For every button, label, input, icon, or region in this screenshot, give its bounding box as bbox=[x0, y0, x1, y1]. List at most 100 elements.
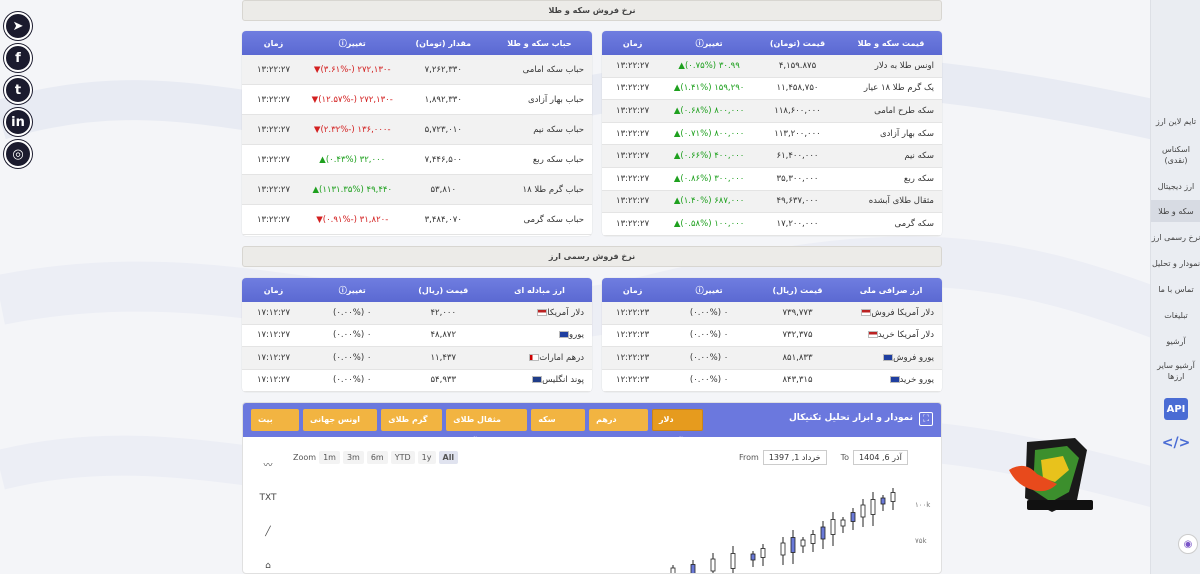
zoom-button[interactable]: 1m bbox=[319, 451, 340, 464]
line-draw-icon[interactable]: ╱ bbox=[265, 527, 271, 537]
table-row[interactable]: حباب سکه نیم ۵,۷۲۳,۰۱۰ -۱۳۶,۰۰۰ (-۲.۳۲%)▼ … bbox=[242, 115, 592, 145]
zoom-button[interactable]: 1y bbox=[417, 451, 436, 464]
twitter-icon[interactable]: t bbox=[4, 76, 32, 104]
item-name: مثقال طلای آبشده bbox=[840, 196, 942, 206]
table-row[interactable]: یک گرم طلا ۱۸ عیار ۱۱,۴۵۸,۷۵۰ ۱۵۹,۲۹۰ (۱.۴… bbox=[602, 78, 942, 101]
sidebar-item[interactable]: تبلیغات bbox=[1164, 310, 1188, 320]
linkedin-icon[interactable]: in bbox=[4, 108, 32, 136]
chart-tab[interactable]: گرم طلای ۱۸ bbox=[381, 409, 443, 446]
chat-icon[interactable]: ◉ bbox=[1178, 534, 1198, 554]
fx-national-table: ارز صرافی ملی قیمت (ریال) تغییرⓘ زمان دلار … bbox=[602, 278, 942, 392]
item-name-text: سکه نیم bbox=[904, 151, 934, 162]
table-row[interactable]: دلار آمریکا ۴۲,۰۰۰ ۰ (۰.۰۰%) ۱۷:۱۲:۲۷ bbox=[242, 302, 592, 325]
zoom-button[interactable]: 3m bbox=[342, 451, 364, 464]
table-row[interactable]: حباب سکه گرمی ۳,۴۸۴,۰۷۰ -۳۱,۸۲۰ (-۰.۹۱%)▼ … bbox=[242, 205, 592, 235]
sidebar-item[interactable]: نمودار و تحلیل bbox=[1151, 258, 1200, 268]
item-name-text: حباب سکه نیم bbox=[533, 124, 584, 135]
item-price: ۵,۷۲۳,۰۱۰ bbox=[424, 124, 462, 135]
table-row[interactable]: حباب سکه امامی ۷,۲۶۲,۳۳۰ -۲۷۲,۱۳۰ (-۳.۶۱%)… bbox=[242, 55, 592, 85]
chart-tab[interactable]: سکه امامی bbox=[531, 409, 586, 446]
item-price: ۷,۴۴۶,۵۰۰ bbox=[424, 154, 462, 165]
item-name: حباب گرم طلا ۱۸ bbox=[487, 185, 592, 195]
sidebar-item[interactable]: اسکناس (نقدی) bbox=[1162, 145, 1190, 165]
item-time: ۱۲:۲۲:۲۳ bbox=[616, 307, 650, 318]
item-name: سکه نیم bbox=[840, 151, 942, 161]
item-time: ۱۲:۲۲:۲۳ bbox=[616, 352, 650, 363]
trend-lines-icon[interactable]: 〰 bbox=[263, 460, 273, 471]
item-change: -۳۱,۸۲۰ (-۰.۹۱%)▼ bbox=[305, 215, 400, 225]
sidebar-item[interactable]: آرشیو bbox=[1166, 336, 1186, 346]
from-input[interactable]: خرداد 1, 1397 bbox=[762, 450, 827, 465]
candle-body bbox=[840, 519, 846, 527]
info-icon[interactable]: ⓘ bbox=[338, 38, 347, 48]
facebook-icon[interactable]: f bbox=[4, 44, 32, 72]
table-row[interactable]: سکه طرح امامی ۱۱۸,۶۰۰,۰۰۰ ۸۰۰,۰۰۰ (۰.۶۸%)▲… bbox=[602, 100, 942, 123]
item-price: ۴۸,۸۷۲ bbox=[430, 330, 457, 341]
code-icon[interactable]: </> bbox=[1161, 435, 1191, 451]
item-price: ۶۱,۴۰۰,۰۰۰ bbox=[776, 151, 819, 162]
chart-tab[interactable]: اونس جهانی طلا bbox=[303, 409, 378, 446]
item-price: ۷,۲۶۲,۳۳۰ bbox=[424, 64, 462, 75]
change-value: ۴۹,۴۴۰ (۱۱۳۱.۳۵%) bbox=[318, 184, 393, 195]
item-price: ۷۳۹,۷۷۳ bbox=[782, 307, 813, 318]
text-annotation-icon[interactable]: TXT bbox=[259, 493, 277, 503]
change-value: ۰ (۰.۰۰%) bbox=[333, 375, 372, 386]
item-time: ۱۳:۲۲:۲۷ bbox=[616, 218, 650, 229]
item-name-text: دلار آمریکا bbox=[547, 307, 584, 318]
item-change: ۰ (۰.۰۰%) bbox=[663, 308, 755, 318]
zoom-label: Zoom bbox=[293, 453, 317, 462]
sidebar-item[interactable]: تماس با ما bbox=[1158, 284, 1194, 294]
table-row[interactable]: درهم امارات ۱۱,۴۳۷ ۰ (۰.۰۰%) ۱۷:۱۲:۲۷ bbox=[242, 347, 592, 370]
info-icon[interactable]: ⓘ bbox=[695, 285, 704, 295]
sidebar-item[interactable]: سکه و طلا bbox=[1151, 200, 1200, 222]
table-row[interactable]: یورو ۴۸,۸۷۲ ۰ (۰.۰۰%) ۱۷:۱۲:۲۷ bbox=[242, 325, 592, 347]
change-header-label: تغییر bbox=[703, 38, 723, 48]
to-input[interactable]: آذر 6, 1404 bbox=[853, 450, 908, 465]
sidebar-item[interactable]: تایم لاین ارز bbox=[1155, 116, 1197, 126]
candle-body bbox=[850, 512, 856, 522]
item-time: ۱۳:۲۲:۲۷ bbox=[616, 128, 650, 139]
sidebar-item[interactable]: ارز دیجیتال bbox=[1157, 181, 1195, 191]
chart-tab[interactable]: دلار آمریکا bbox=[651, 409, 703, 446]
change-value: ۳۲,۰۰۰ (۰.۴۳%) bbox=[325, 154, 386, 165]
info-icon[interactable]: ⓘ bbox=[695, 38, 704, 48]
item-price: ۸۵۱,۸۳۳ bbox=[782, 352, 813, 363]
sidebar-item[interactable]: آرشیو سایر ارزها bbox=[1157, 361, 1195, 381]
sidebar-item[interactable]: نرخ رسمی ارز bbox=[1151, 232, 1200, 242]
table-row[interactable]: سکه بهار آزادی ۱۱۳,۲۰۰,۰۰۰ ۸۰۰,۰۰۰ (۰.۷۱%)… bbox=[602, 123, 942, 146]
instagram-icon[interactable]: ◎ bbox=[4, 140, 32, 168]
item-price: ۷۳۲,۳۷۵ bbox=[782, 330, 813, 341]
table-row[interactable]: دلار آمریکا فروش ۷۳۹,۷۷۳ ۰ (۰.۰۰%) ۱۲:۲۲:۲۳ bbox=[602, 302, 942, 325]
telegram-icon[interactable]: ➤ bbox=[4, 12, 32, 40]
change-value: ۴۰۰,۰۰۰ (۰.۶۶%) bbox=[680, 151, 745, 162]
arrow-down-icon: ▼ bbox=[311, 94, 319, 105]
table-row[interactable]: حباب سکه ربع ۷,۴۴۶,۵۰۰ ۳۲,۰۰۰ (۰.۴۳%)▲ ۱۳:… bbox=[242, 145, 592, 175]
item-price: ۴۲,۰۰۰ bbox=[430, 307, 457, 318]
table-row[interactable]: اونس طلا به دلار ۴,۱۵۹.۸۷۵ ۳۰.۹۹ (۰.۷۵%)▲ … bbox=[602, 55, 942, 78]
table-row[interactable]: یورو خرید ۸۴۳,۳۱۵ ۰ (۰.۰۰%) ۱۲:۲۲:۲۳ bbox=[602, 370, 942, 392]
table-row[interactable]: حباب گرم طلا ۱۸ ۵۳,۸۱۰ ۴۹,۴۴۰ (۱۱۳۱.۳۵%)▲ … bbox=[242, 175, 592, 205]
table-row[interactable]: مثقال طلای آبشده ۴۹,۶۳۷,۰۰۰ ۶۸۷,۰۰۰ (۱.۴۰%… bbox=[602, 190, 942, 214]
chart-tab[interactable]: درهم امارات bbox=[589, 409, 648, 446]
zoom-button[interactable]: All bbox=[438, 451, 459, 464]
table-row[interactable]: سکه گرمی ۱۷,۲۰۰,۰۰۰ ۱۰۰,۰۰۰ (۰.۵۸%)▲ ۱۳:۲۲… bbox=[602, 213, 942, 236]
table-row[interactable]: حباب بهار آزادی ۱,۸۹۲,۳۳۰ -۲۷۲,۱۳۰ (-۱۲.۵۷… bbox=[242, 85, 592, 115]
item-change: ۴۹,۴۴۰ (۱۱۳۱.۳۵%)▲ bbox=[305, 185, 400, 195]
item-name-text: پوند انگلیس bbox=[542, 375, 584, 386]
zoom-button[interactable]: YTD bbox=[390, 451, 415, 464]
table-row[interactable]: دلار آمریکا خرید ۷۳۲,۳۷۵ ۰ (۰.۰۰%) ۱۲:۲۲:۲۳ bbox=[602, 325, 942, 347]
zoom-button[interactable]: 6m bbox=[366, 451, 388, 464]
info-icon[interactable]: ⓘ bbox=[338, 285, 347, 295]
table-row[interactable]: سکه نیم ۶۱,۴۰۰,۰۰۰ ۴۰۰,۰۰۰ (۰.۶۶%)▲ ۱۳:۲۲:… bbox=[602, 145, 942, 168]
table-row[interactable]: یورو فروش ۸۵۱,۸۳۳ ۰ (۰.۰۰%) ۱۲:۲۲:۲۳ bbox=[602, 347, 942, 370]
chart-tab[interactable]: بیت کوین bbox=[251, 409, 299, 446]
change-header: تغییرⓘ bbox=[305, 38, 400, 49]
item-change: -۲۷۲,۱۳۰ (-۳.۶۱%)▼ bbox=[305, 65, 400, 75]
column-header: زمان bbox=[263, 38, 284, 48]
shape-draw-icon[interactable]: ⌂ bbox=[265, 561, 271, 571]
api-icon[interactable]: API bbox=[1164, 398, 1188, 420]
expand-icon[interactable]: ⛶ bbox=[919, 412, 933, 426]
table-row[interactable]: پوند انگلیس ۵۴,۹۳۳ ۰ (۰.۰۰%) ۱۷:۱۲:۲۷ bbox=[242, 370, 592, 392]
table-row[interactable]: سکه ربع ۳۵,۳۰۰,۰۰۰ ۳۰۰,۰۰۰ (۰.۸۶%)▲ ۱۳:۲۲:… bbox=[602, 168, 942, 191]
chart-tab[interactable]: مثقال طلای آبشده bbox=[446, 409, 528, 446]
